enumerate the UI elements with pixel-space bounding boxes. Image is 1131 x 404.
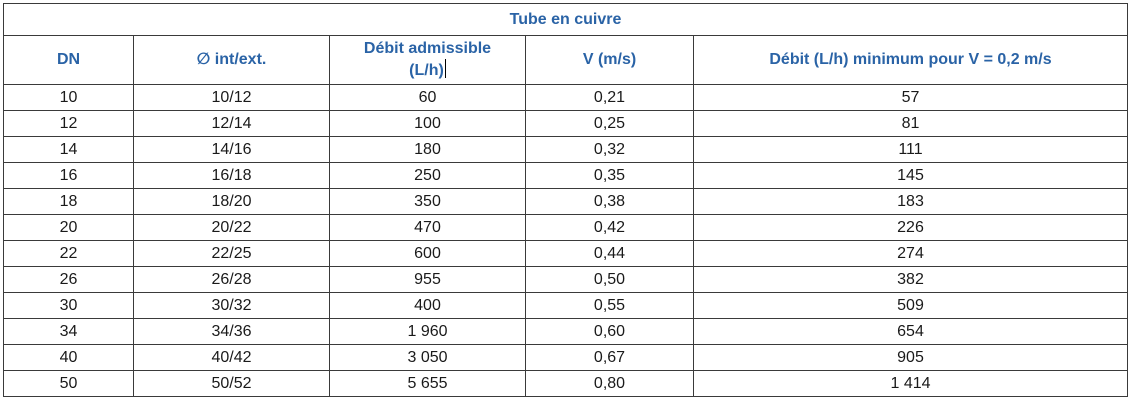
cell-dn: 10 — [3, 84, 134, 111]
cell-dn: 12 — [3, 110, 134, 137]
table-row: 26 26/28 955 0,50 382 — [3, 266, 1128, 293]
cell-velocity: 0,44 — [525, 240, 694, 267]
text-cursor — [444, 59, 446, 78]
cell-dn: 34 — [3, 318, 134, 345]
cell-velocity: 0,25 — [525, 110, 694, 137]
cell-dn: 14 — [3, 136, 134, 163]
table-row: 22 22/25 600 0,44 274 — [3, 240, 1128, 267]
table-row: 16 16/18 250 0,35 145 — [3, 162, 1128, 189]
header-dn: DN — [3, 35, 134, 85]
header-flow-line1: Débit admissible — [363, 40, 492, 57]
cell-min-flow: 183 — [693, 188, 1128, 215]
cell-flow: 600 — [329, 240, 526, 267]
table-row: 14 14/16 180 0,32 111 — [3, 136, 1128, 163]
cell-diameter: 50/52 — [133, 370, 330, 397]
cell-dn: 50 — [3, 370, 134, 397]
table-row: 10 10/12 60 0,21 57 — [3, 84, 1128, 111]
header-flow-line2: (L/h) — [409, 62, 444, 79]
cell-min-flow: 226 — [693, 214, 1128, 241]
cell-velocity: 0,21 — [525, 84, 694, 111]
cell-velocity: 0,32 — [525, 136, 694, 163]
cell-min-flow: 509 — [693, 292, 1128, 319]
cell-dn: 18 — [3, 188, 134, 215]
cell-velocity: 0,80 — [525, 370, 694, 397]
cell-diameter: 30/32 — [133, 292, 330, 319]
table-row: 50 50/52 5 655 0,80 1 414 — [3, 370, 1128, 397]
cell-min-flow: 654 — [693, 318, 1128, 345]
cell-flow: 350 — [329, 188, 526, 215]
cell-flow: 400 — [329, 292, 526, 319]
cell-velocity: 0,55 — [525, 292, 694, 319]
cell-velocity: 0,35 — [525, 162, 694, 189]
table-row: 18 18/20 350 0,38 183 — [3, 188, 1128, 215]
cell-min-flow: 57 — [693, 84, 1128, 111]
cell-dn: 40 — [3, 344, 134, 371]
cell-dn: 26 — [3, 266, 134, 293]
cell-velocity: 0,38 — [525, 188, 694, 215]
header-diameter: ∅ int/ext. — [133, 35, 330, 85]
cell-diameter: 14/16 — [133, 136, 330, 163]
cell-flow: 955 — [329, 266, 526, 293]
cell-flow: 5 655 — [329, 370, 526, 397]
cell-diameter: 22/25 — [133, 240, 330, 267]
cell-diameter: 40/42 — [133, 344, 330, 371]
table-row: 40 40/42 3 050 0,67 905 — [3, 344, 1128, 371]
table-row: 20 20/22 470 0,42 226 — [3, 214, 1128, 241]
table-row: 12 12/14 100 0,25 81 — [3, 110, 1128, 137]
cell-dn: 20 — [3, 214, 134, 241]
table-row: 30 30/32 400 0,55 509 — [3, 292, 1128, 319]
cell-flow: 3 050 — [329, 344, 526, 371]
cell-diameter: 16/18 — [133, 162, 330, 189]
cell-min-flow: 274 — [693, 240, 1128, 267]
cell-flow: 180 — [329, 136, 526, 163]
cell-min-flow: 81 — [693, 110, 1128, 137]
cell-diameter: 12/14 — [133, 110, 330, 137]
cell-flow: 1 960 — [329, 318, 526, 345]
cell-flow: 60 — [329, 84, 526, 111]
cell-velocity: 0,42 — [525, 214, 694, 241]
cell-diameter: 10/12 — [133, 84, 330, 111]
header-velocity: V (m/s) — [525, 35, 694, 85]
table-wrapper: Tube en cuivre DN ∅ int/ext. Débit admis… — [3, 3, 1128, 397]
cell-flow: 470 — [329, 214, 526, 241]
header-min-flow: Débit (L/h) minimum pour V = 0,2 m/s — [693, 35, 1128, 85]
cell-flow: 100 — [329, 110, 526, 137]
cell-flow: 250 — [329, 162, 526, 189]
cell-min-flow: 905 — [693, 344, 1128, 371]
copper-tube-table: Tube en cuivre DN ∅ int/ext. Débit admis… — [3, 3, 1128, 397]
cell-diameter: 20/22 — [133, 214, 330, 241]
table-row: 34 34/36 1 960 0,60 654 — [3, 318, 1128, 345]
header-flow: Débit admissible (L/h) — [329, 35, 526, 85]
cell-min-flow: 1 414 — [693, 370, 1128, 397]
table-body: 10 10/12 60 0,21 57 12 12/14 100 0,25 81 14 14/16 18… — [3, 84, 1128, 397]
cell-min-flow: 382 — [693, 266, 1128, 293]
cell-min-flow: 145 — [693, 162, 1128, 189]
cell-min-flow: 111 — [693, 136, 1128, 163]
cell-dn: 30 — [3, 292, 134, 319]
cell-diameter: 26/28 — [133, 266, 330, 293]
table-title: Tube en cuivre — [3, 3, 1128, 36]
cell-diameter: 18/20 — [133, 188, 330, 215]
cell-velocity: 0,50 — [525, 266, 694, 293]
cell-dn: 16 — [3, 162, 134, 189]
cell-dn: 22 — [3, 240, 134, 267]
cell-velocity: 0,67 — [525, 344, 694, 371]
cell-diameter: 34/36 — [133, 318, 330, 345]
cell-velocity: 0,60 — [525, 318, 694, 345]
